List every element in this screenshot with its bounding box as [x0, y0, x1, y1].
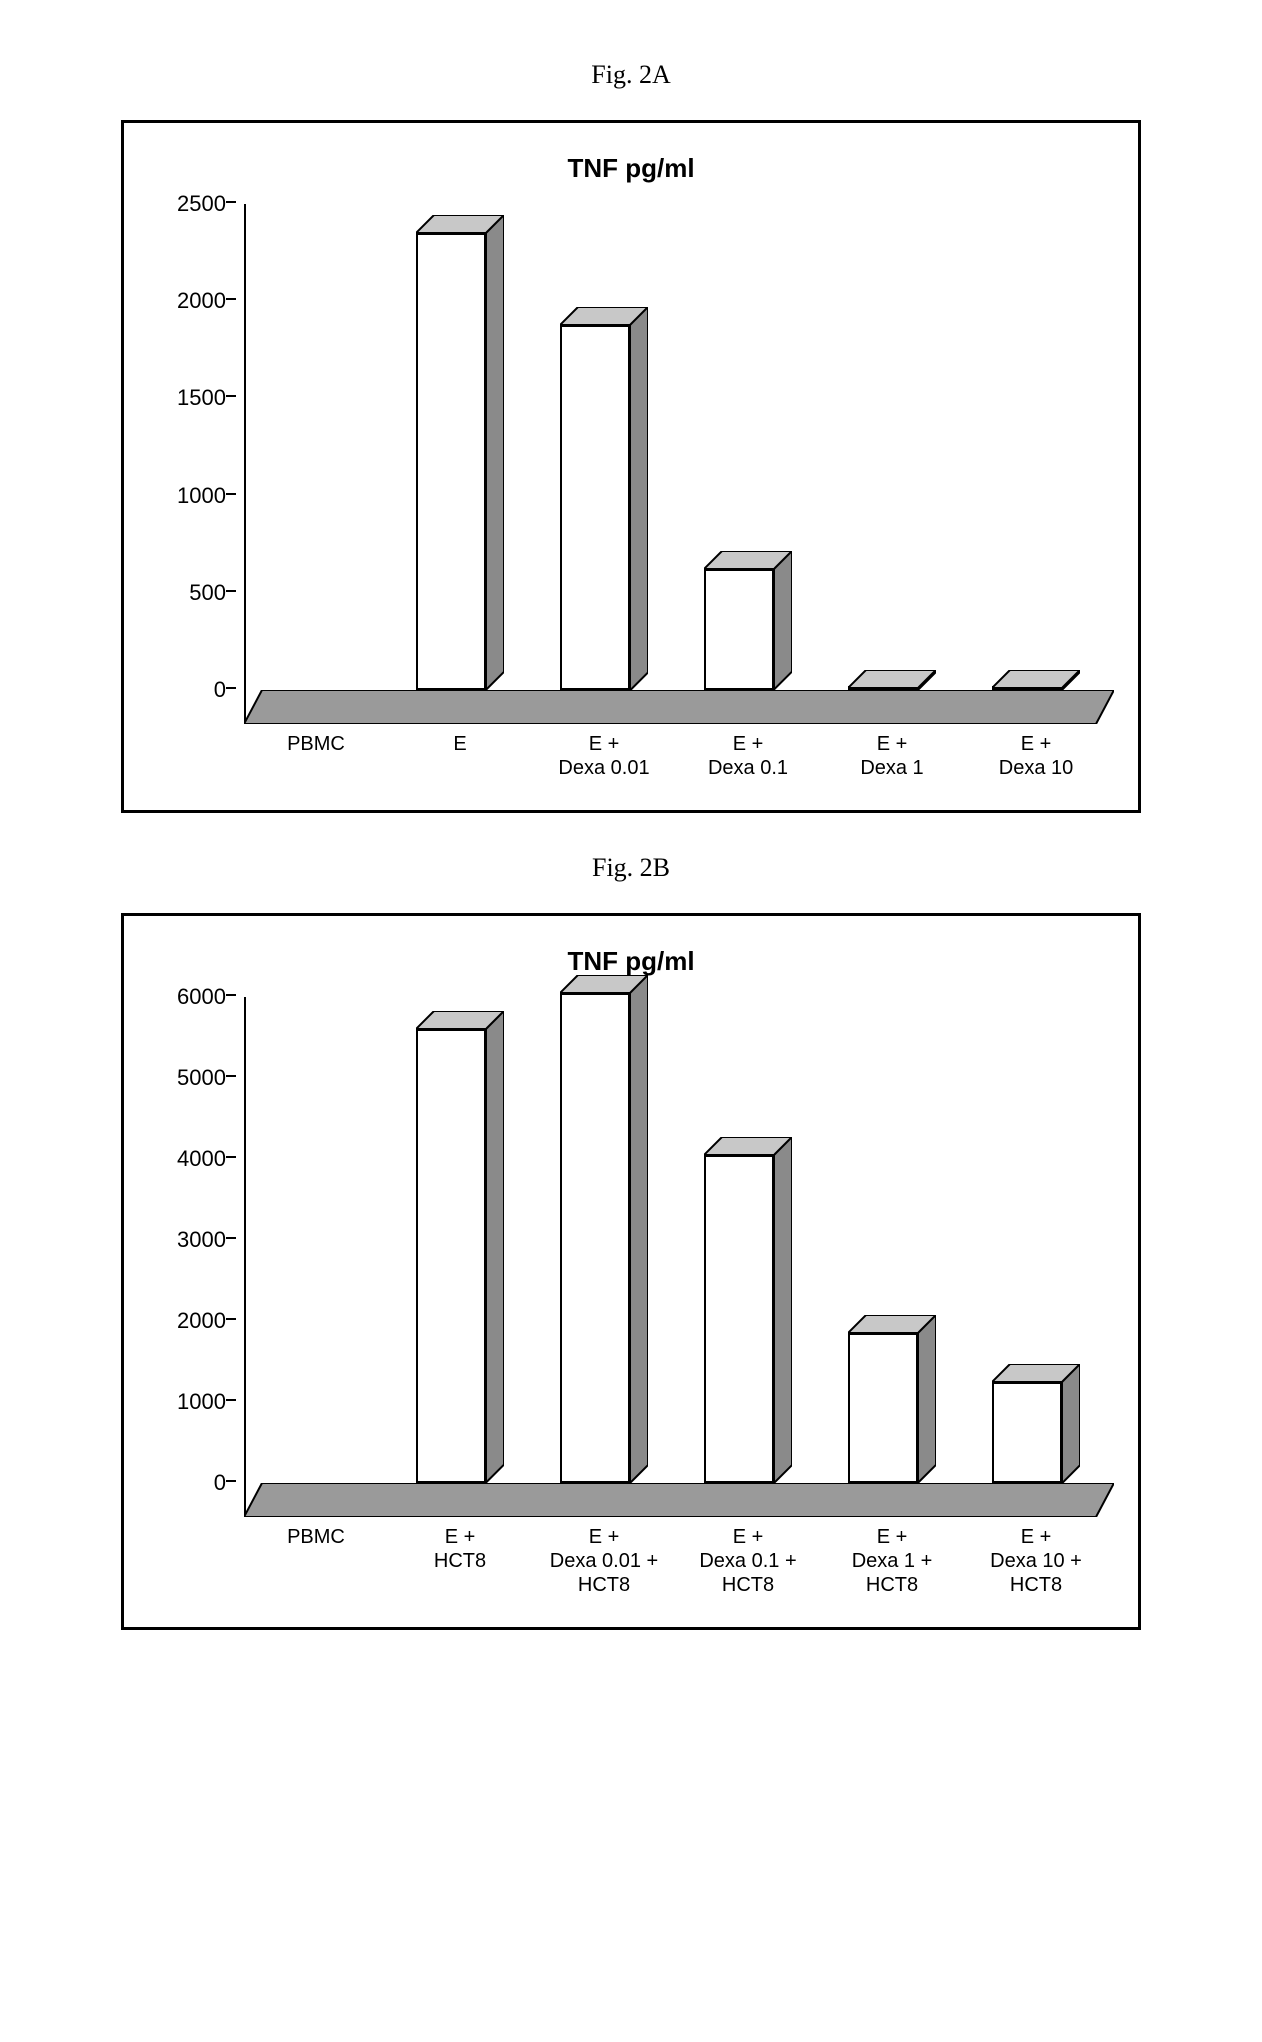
- bar-front: [560, 993, 630, 1483]
- y-tick-label: 1000: [154, 483, 226, 509]
- y-tick-label: 500: [154, 580, 226, 606]
- bar-slot: [820, 997, 964, 1483]
- bar-slot: [244, 997, 388, 1483]
- chart-a-title: TNF pg/ml: [154, 153, 1108, 184]
- y-tick-label: 2000: [154, 288, 226, 314]
- bar-side: [630, 307, 648, 690]
- y-tick-mark: [226, 994, 236, 996]
- y-tick-mark: [226, 298, 236, 300]
- bar-side: [774, 1137, 792, 1483]
- y-tick-label: 0: [154, 1470, 226, 1496]
- bar-side: [918, 670, 936, 690]
- x-tick-label: E +Dexa 10 +HCT8: [964, 1525, 1108, 1597]
- bar-slot: [964, 204, 1108, 690]
- bar: [704, 1137, 792, 1483]
- y-tick-label: 0: [154, 677, 226, 703]
- bar-front: [560, 325, 630, 690]
- bar: [992, 670, 1080, 690]
- bar-side: [1062, 670, 1080, 690]
- chart-b-bars: [244, 997, 1108, 1483]
- bar-side: [486, 1011, 504, 1483]
- chart-b-plot-area: [244, 997, 1108, 1517]
- x-tick-label: PBMC: [244, 1525, 388, 1597]
- bar: [560, 307, 648, 690]
- chart-a-x-labels: PBMCEE +Dexa 0.01E +Dexa 0.1E +Dexa 1E +…: [154, 732, 1108, 780]
- y-tick-mark: [226, 590, 236, 592]
- chart-b-plot: 0100020003000400050006000: [154, 997, 1108, 1517]
- chart-a-floor: [244, 690, 1108, 724]
- bar-slot: [388, 204, 532, 690]
- y-tick-label: 1500: [154, 385, 226, 411]
- y-tick-label: 2500: [154, 191, 226, 217]
- bar-front: [416, 233, 486, 690]
- bar-side: [1062, 1364, 1080, 1483]
- bar-front: [416, 1029, 486, 1483]
- chart-b-title: TNF pg/ml: [154, 946, 1108, 977]
- bar: [704, 551, 792, 690]
- y-tick-label: 4000: [154, 1146, 226, 1172]
- y-tick-label: 6000: [154, 984, 226, 1010]
- bar-side: [918, 1315, 936, 1483]
- y-tick-mark: [226, 1237, 236, 1239]
- y-tick-mark: [226, 1399, 236, 1401]
- y-tick-mark: [226, 493, 236, 495]
- y-tick-mark: [226, 395, 236, 397]
- y-tick-mark: [226, 1318, 236, 1320]
- bar-front: [704, 569, 774, 690]
- floor-shape: [244, 690, 1114, 724]
- x-tick-label: PBMC: [244, 732, 388, 780]
- chart-a-y-axis: 05001000150020002500: [154, 204, 244, 724]
- chart-a-plot-area: [244, 204, 1108, 724]
- chart-b-y-axis: 0100020003000400050006000: [154, 997, 244, 1517]
- bar: [992, 1364, 1080, 1483]
- y-tick-mark: [226, 1075, 236, 1077]
- floor-shape: [244, 1483, 1114, 1517]
- bar-slot: [388, 997, 532, 1483]
- chart-b-x-labels: PBMCE +HCT8E +Dexa 0.01 +HCT8E +Dexa 0.1…: [154, 1525, 1108, 1597]
- bar-front: [848, 1333, 918, 1483]
- bar-front: [992, 1382, 1062, 1483]
- bar-side: [630, 975, 648, 1483]
- bar: [848, 1315, 936, 1483]
- bar-front: [704, 1155, 774, 1483]
- y-tick-label: 1000: [154, 1389, 226, 1415]
- y-tick-mark: [226, 1480, 236, 1482]
- x-tick-label: E +Dexa 0.1: [676, 732, 820, 780]
- x-tick-label: E +Dexa 0.01: [532, 732, 676, 780]
- bar-slot: [244, 204, 388, 690]
- bar-slot: [964, 997, 1108, 1483]
- x-tick-label: E +HCT8: [388, 1525, 532, 1597]
- x-tick-label: E +Dexa 0.1 +HCT8: [676, 1525, 820, 1597]
- y-tick-mark: [226, 687, 236, 689]
- y-tick-mark: [226, 201, 236, 203]
- figure-a-label: Fig. 2A: [60, 60, 1202, 90]
- chart-a-container: TNF pg/ml 05001000150020002500 PBMCEE +D…: [121, 120, 1141, 813]
- x-tick-label: E: [388, 732, 532, 780]
- bar-side: [774, 551, 792, 690]
- bar-slot: [676, 204, 820, 690]
- x-tick-label: E +Dexa 10: [964, 732, 1108, 780]
- chart-b-floor: [244, 1483, 1108, 1517]
- x-tick-label: E +Dexa 0.01 +HCT8: [532, 1525, 676, 1597]
- bar-slot: [532, 204, 676, 690]
- x-tick-label: E +Dexa 1: [820, 732, 964, 780]
- y-tick-label: 2000: [154, 1308, 226, 1334]
- y-tick-label: 3000: [154, 1227, 226, 1253]
- bar-slot: [676, 997, 820, 1483]
- bar-slot: [532, 997, 676, 1483]
- bar-slot: [820, 204, 964, 690]
- bar: [416, 215, 504, 690]
- chart-a-plot: 05001000150020002500: [154, 204, 1108, 724]
- y-tick-label: 5000: [154, 1065, 226, 1091]
- bar: [560, 975, 648, 1483]
- chart-b-container: TNF pg/ml 0 1000 2000 3000 4000 5000 6000 PBMC…: [121, 913, 1141, 1630]
- figure-b-label: Fig. 2B: [60, 853, 1202, 883]
- bar-side: [486, 215, 504, 690]
- chart-a-bars: [244, 204, 1108, 690]
- y-tick-mark: [226, 1156, 236, 1158]
- bar: [416, 1011, 504, 1483]
- bar: [848, 670, 936, 690]
- x-tick-label: E +Dexa 1 +HCT8: [820, 1525, 964, 1597]
